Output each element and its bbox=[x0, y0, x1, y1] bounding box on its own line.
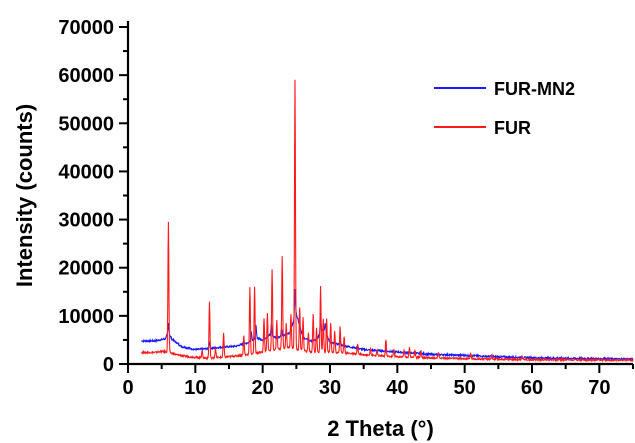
x-tick-label: 40 bbox=[386, 377, 408, 399]
legend: FUR-MN2 FUR bbox=[434, 79, 575, 138]
y-tick-label: 50000 bbox=[58, 113, 114, 135]
x-axis-ticks: 0 10 20 30 40 50 60 70 bbox=[122, 364, 634, 399]
y-tick-label: 60000 bbox=[58, 65, 114, 87]
series-line-fur bbox=[140, 79, 634, 363]
y-tick-label: 70000 bbox=[58, 17, 114, 39]
x-tick-label: 50 bbox=[454, 377, 476, 399]
y-tick-label: 30000 bbox=[58, 210, 114, 232]
x-tick-label: 20 bbox=[252, 377, 274, 399]
legend-label-fur: FUR bbox=[494, 118, 531, 138]
plot-series bbox=[140, 79, 634, 363]
x-tick-label: 0 bbox=[122, 377, 133, 399]
y-tick-label: 0 bbox=[103, 354, 114, 376]
x-tick-label: 60 bbox=[521, 377, 543, 399]
x-tick-label: 10 bbox=[184, 377, 206, 399]
x-tick-label: 70 bbox=[588, 377, 610, 399]
x-tick-label: 30 bbox=[319, 377, 341, 399]
x-axis-title: 2 Theta (°) bbox=[327, 416, 434, 441]
y-tick-label: 40000 bbox=[58, 161, 114, 183]
y-tick-label: 20000 bbox=[58, 258, 114, 280]
y-axis-title: Intensity (counts) bbox=[12, 104, 37, 287]
y-axis-ticks: 0 10000 20000 30000 40000 50000 60000 70000 bbox=[58, 17, 128, 376]
legend-label-fur-mn2: FUR-MN2 bbox=[494, 79, 575, 99]
y-tick-label: 10000 bbox=[58, 306, 114, 328]
axes bbox=[126, 21, 633, 366]
